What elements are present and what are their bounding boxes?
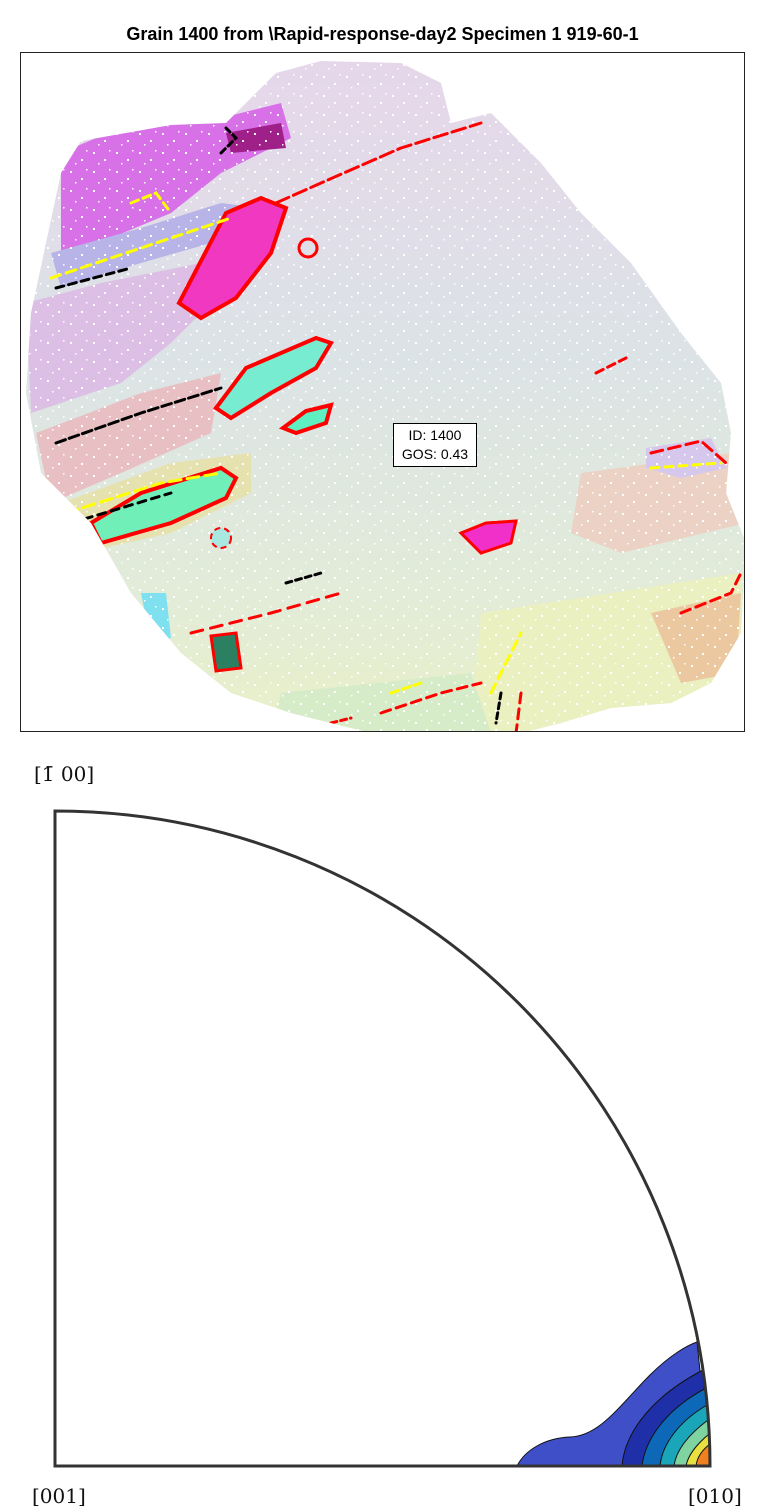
grain-annotation-box: ID: 1400 GOS: 0.43	[393, 423, 477, 467]
inverse-pole-figure	[53, 809, 712, 1468]
pole-label-001: [001]	[32, 1484, 86, 1508]
grain-region	[26, 61, 744, 731]
figure-title: Grain 1400 from \Rapid-response-day2 Spe…	[126, 24, 639, 44]
orientation-map-canvas	[26, 61, 744, 731]
grain-id-label: ID: 1400	[408, 427, 462, 443]
ipf-sector-outline	[53, 809, 712, 1468]
grain-orientation-map: ID: 1400 GOS: 0.43	[20, 52, 745, 732]
grain-gos-label: GOS: 0.43	[401, 446, 469, 462]
pole-label-010: [010]	[688, 1484, 742, 1508]
pole-label-top: [1̄ 00]	[34, 762, 95, 786]
